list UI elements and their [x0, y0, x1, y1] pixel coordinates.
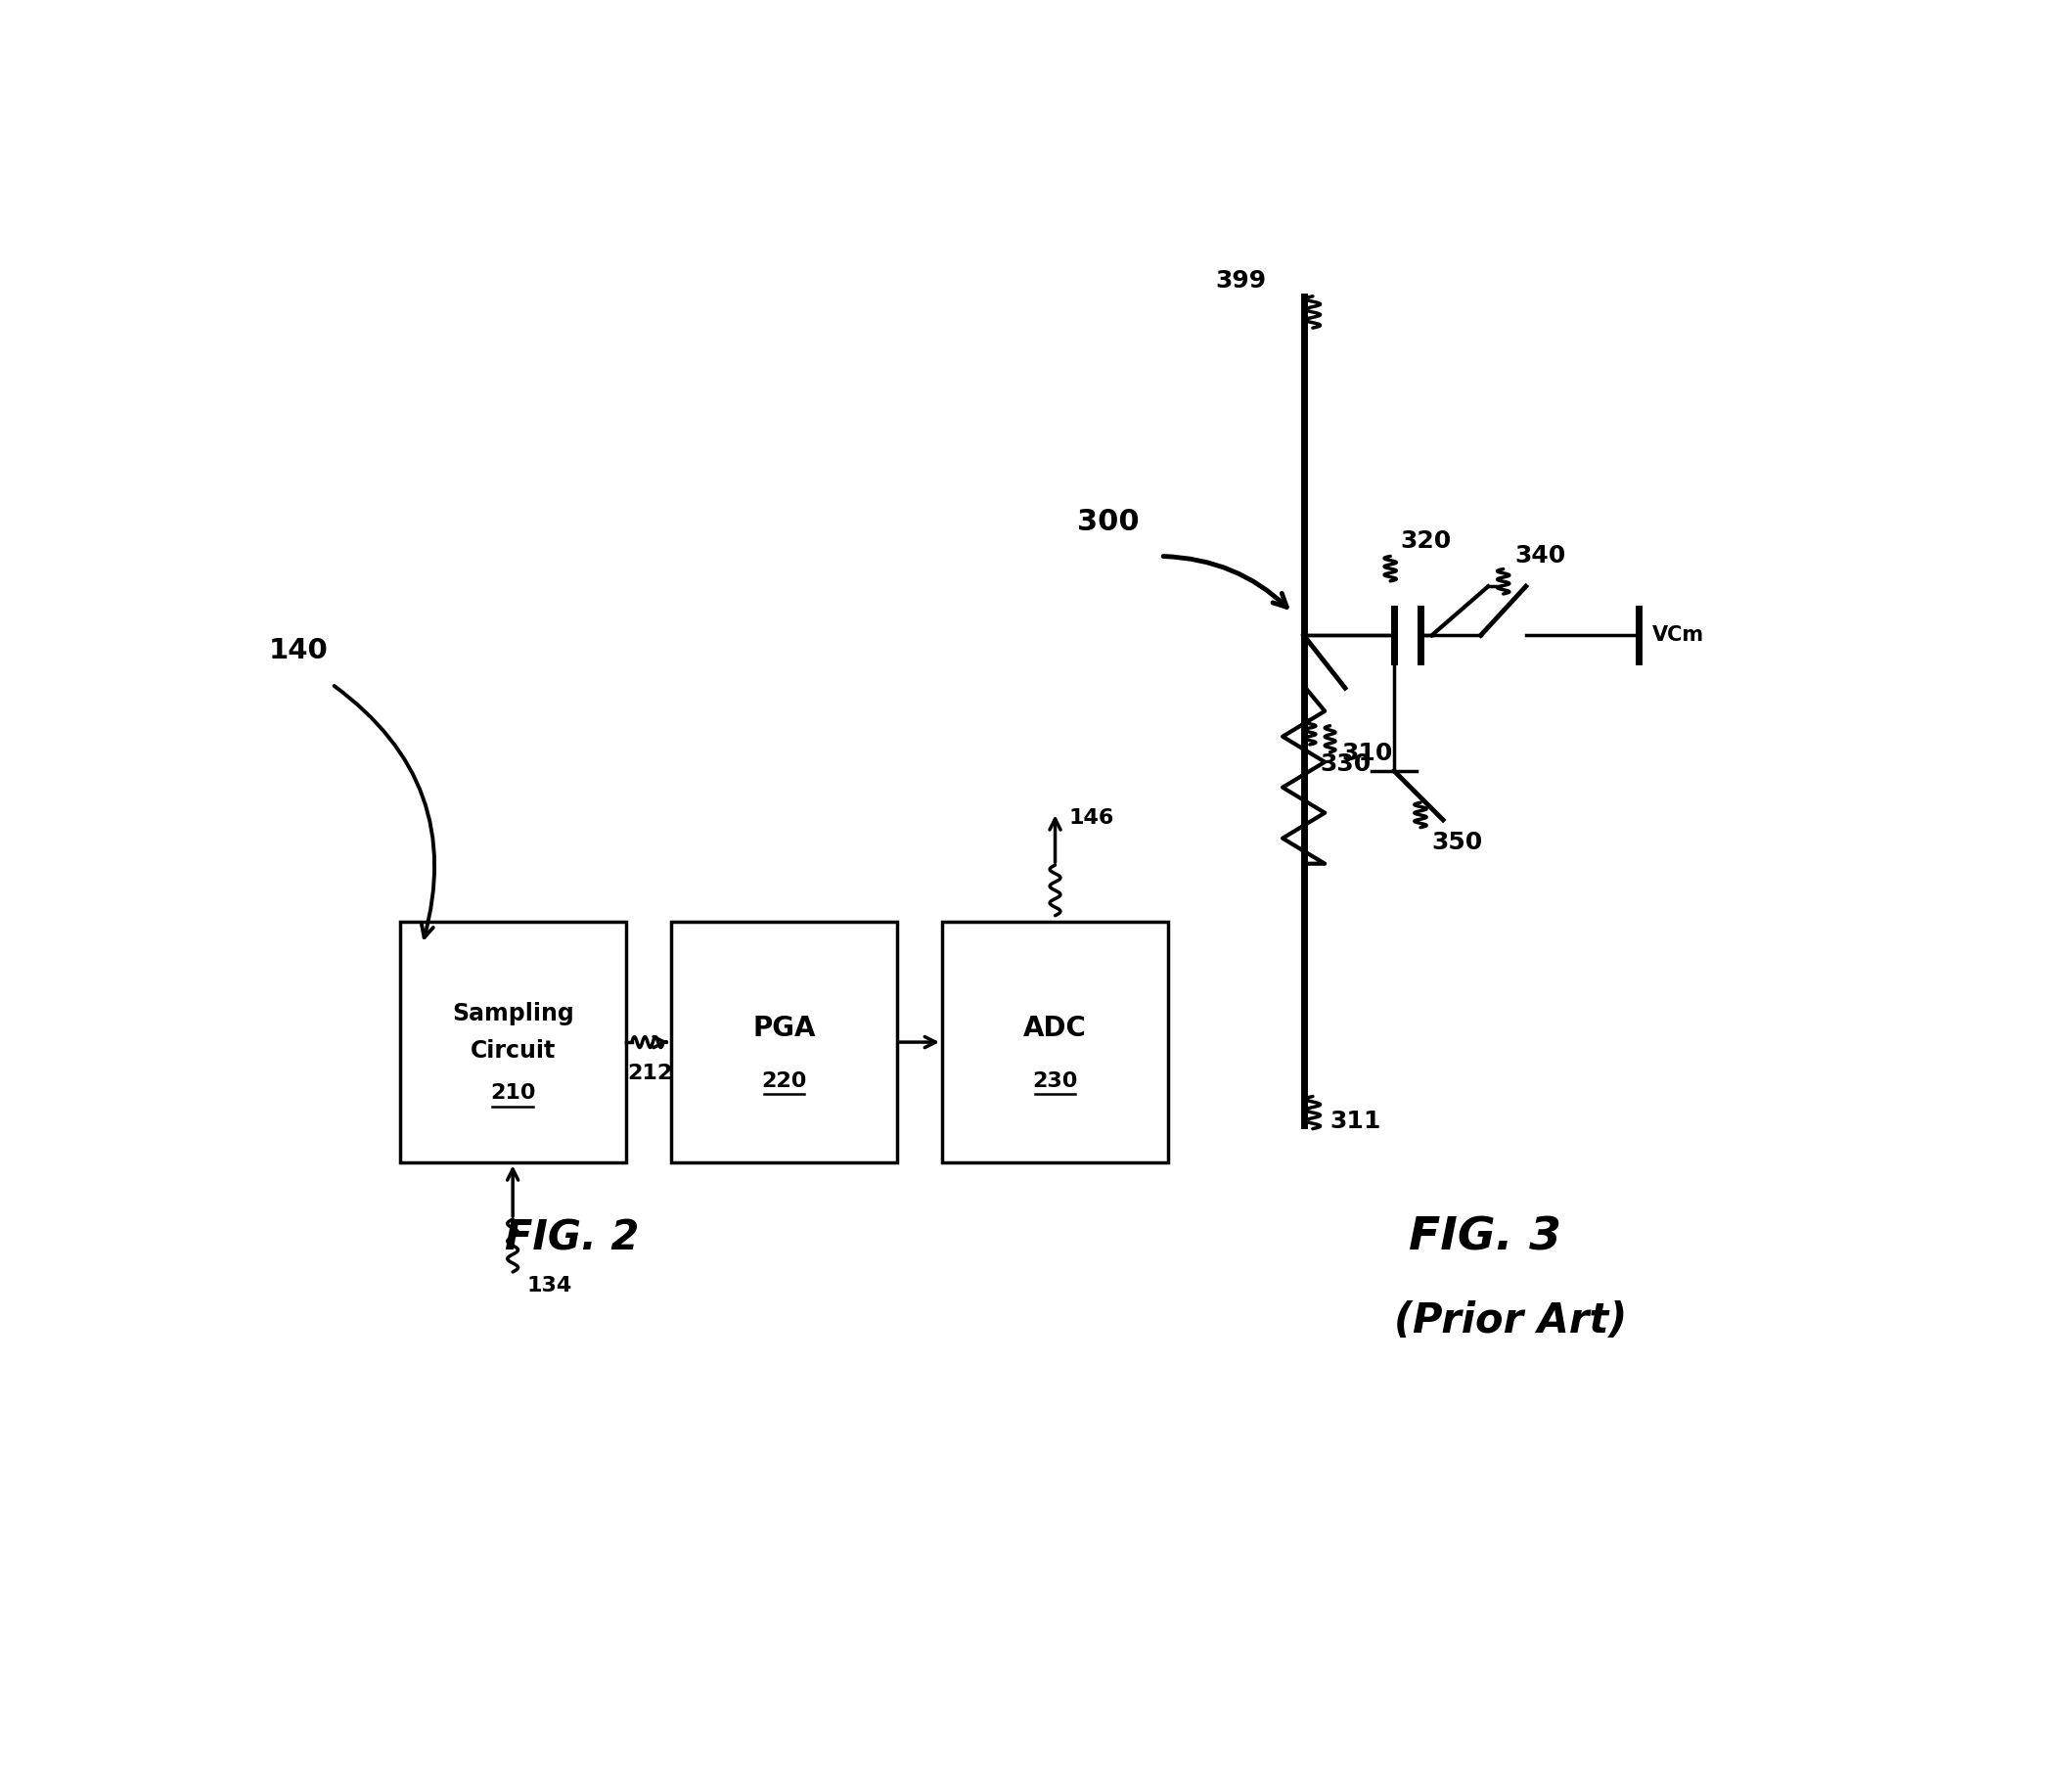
Text: Sampling: Sampling [452, 1001, 574, 1026]
FancyBboxPatch shape [400, 921, 626, 1162]
Text: 399: 399 [1214, 269, 1266, 292]
Text: 212: 212 [628, 1063, 673, 1083]
FancyBboxPatch shape [943, 921, 1169, 1162]
Text: 311: 311 [1330, 1109, 1382, 1132]
Text: 330: 330 [1320, 751, 1372, 776]
Text: Circuit: Circuit [470, 1040, 555, 1063]
Text: FIG. 3: FIG. 3 [1409, 1216, 1562, 1260]
Text: 220: 220 [760, 1072, 806, 1092]
Text: VCm: VCm [1653, 626, 1705, 645]
Text: 310: 310 [1341, 742, 1392, 766]
Text: 340: 340 [1515, 544, 1566, 567]
Text: 300: 300 [1077, 509, 1140, 537]
Text: 134: 134 [526, 1276, 572, 1295]
Text: FIG. 2: FIG. 2 [506, 1217, 640, 1258]
Text: PGA: PGA [752, 1015, 816, 1042]
Text: 210: 210 [489, 1084, 535, 1104]
Text: 230: 230 [1032, 1072, 1077, 1092]
Text: (Prior Art): (Prior Art) [1394, 1301, 1627, 1341]
Text: ADC: ADC [1024, 1015, 1088, 1042]
FancyBboxPatch shape [671, 921, 897, 1162]
Text: 320: 320 [1401, 530, 1450, 553]
Text: 140: 140 [269, 636, 327, 664]
Text: 146: 146 [1069, 808, 1115, 828]
Text: 350: 350 [1432, 831, 1484, 854]
